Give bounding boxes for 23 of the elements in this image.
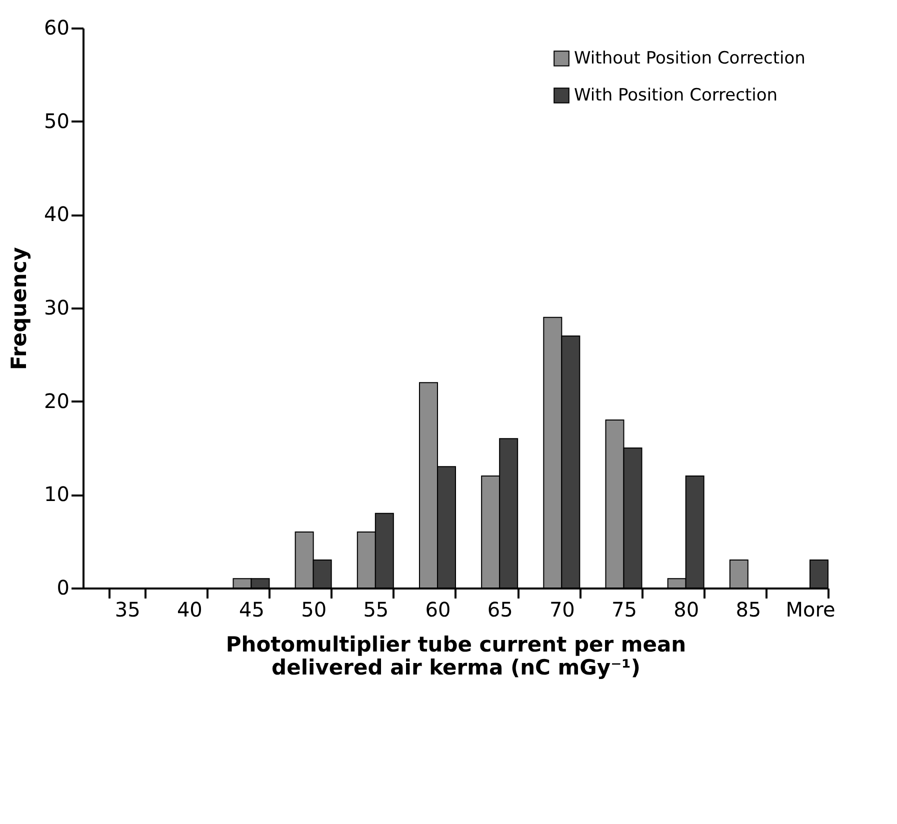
x-tick-label: 55 (363, 598, 389, 622)
x-tick-label: 70 (549, 598, 575, 622)
legend-label: With Position Correction (574, 86, 778, 106)
y-tick-label: 40 (44, 202, 70, 226)
y-tick-label: 60 (44, 16, 70, 40)
x-tick-label: 85 (736, 598, 762, 622)
x-tick-label: 65 (487, 598, 513, 622)
x-tick-label: More (786, 598, 836, 622)
y-tick-label: 50 (44, 108, 70, 133)
x-tick-label: 35 (114, 598, 140, 622)
legend-label: Without Position Correction (574, 48, 806, 68)
x-tick-label: 50 (301, 598, 327, 622)
x-tick-label: 75 (612, 598, 637, 622)
x-tick-label: 45 (239, 598, 264, 622)
x-tick-label: 80 (674, 598, 700, 622)
x-axis-title: Photomultiplier tube current per mean delivered air kerma (nC mGy⁻¹) (226, 632, 686, 680)
y-tick-label: 0 (56, 576, 70, 600)
y-tick-label: 30 (44, 296, 70, 320)
y-tick-label: 20 (44, 388, 70, 413)
y-tick-label: 10 (44, 482, 70, 506)
x-tick-label: 40 (176, 598, 202, 622)
y-axis-title: Frequency (7, 246, 32, 370)
x-tick-label: 60 (425, 598, 451, 622)
